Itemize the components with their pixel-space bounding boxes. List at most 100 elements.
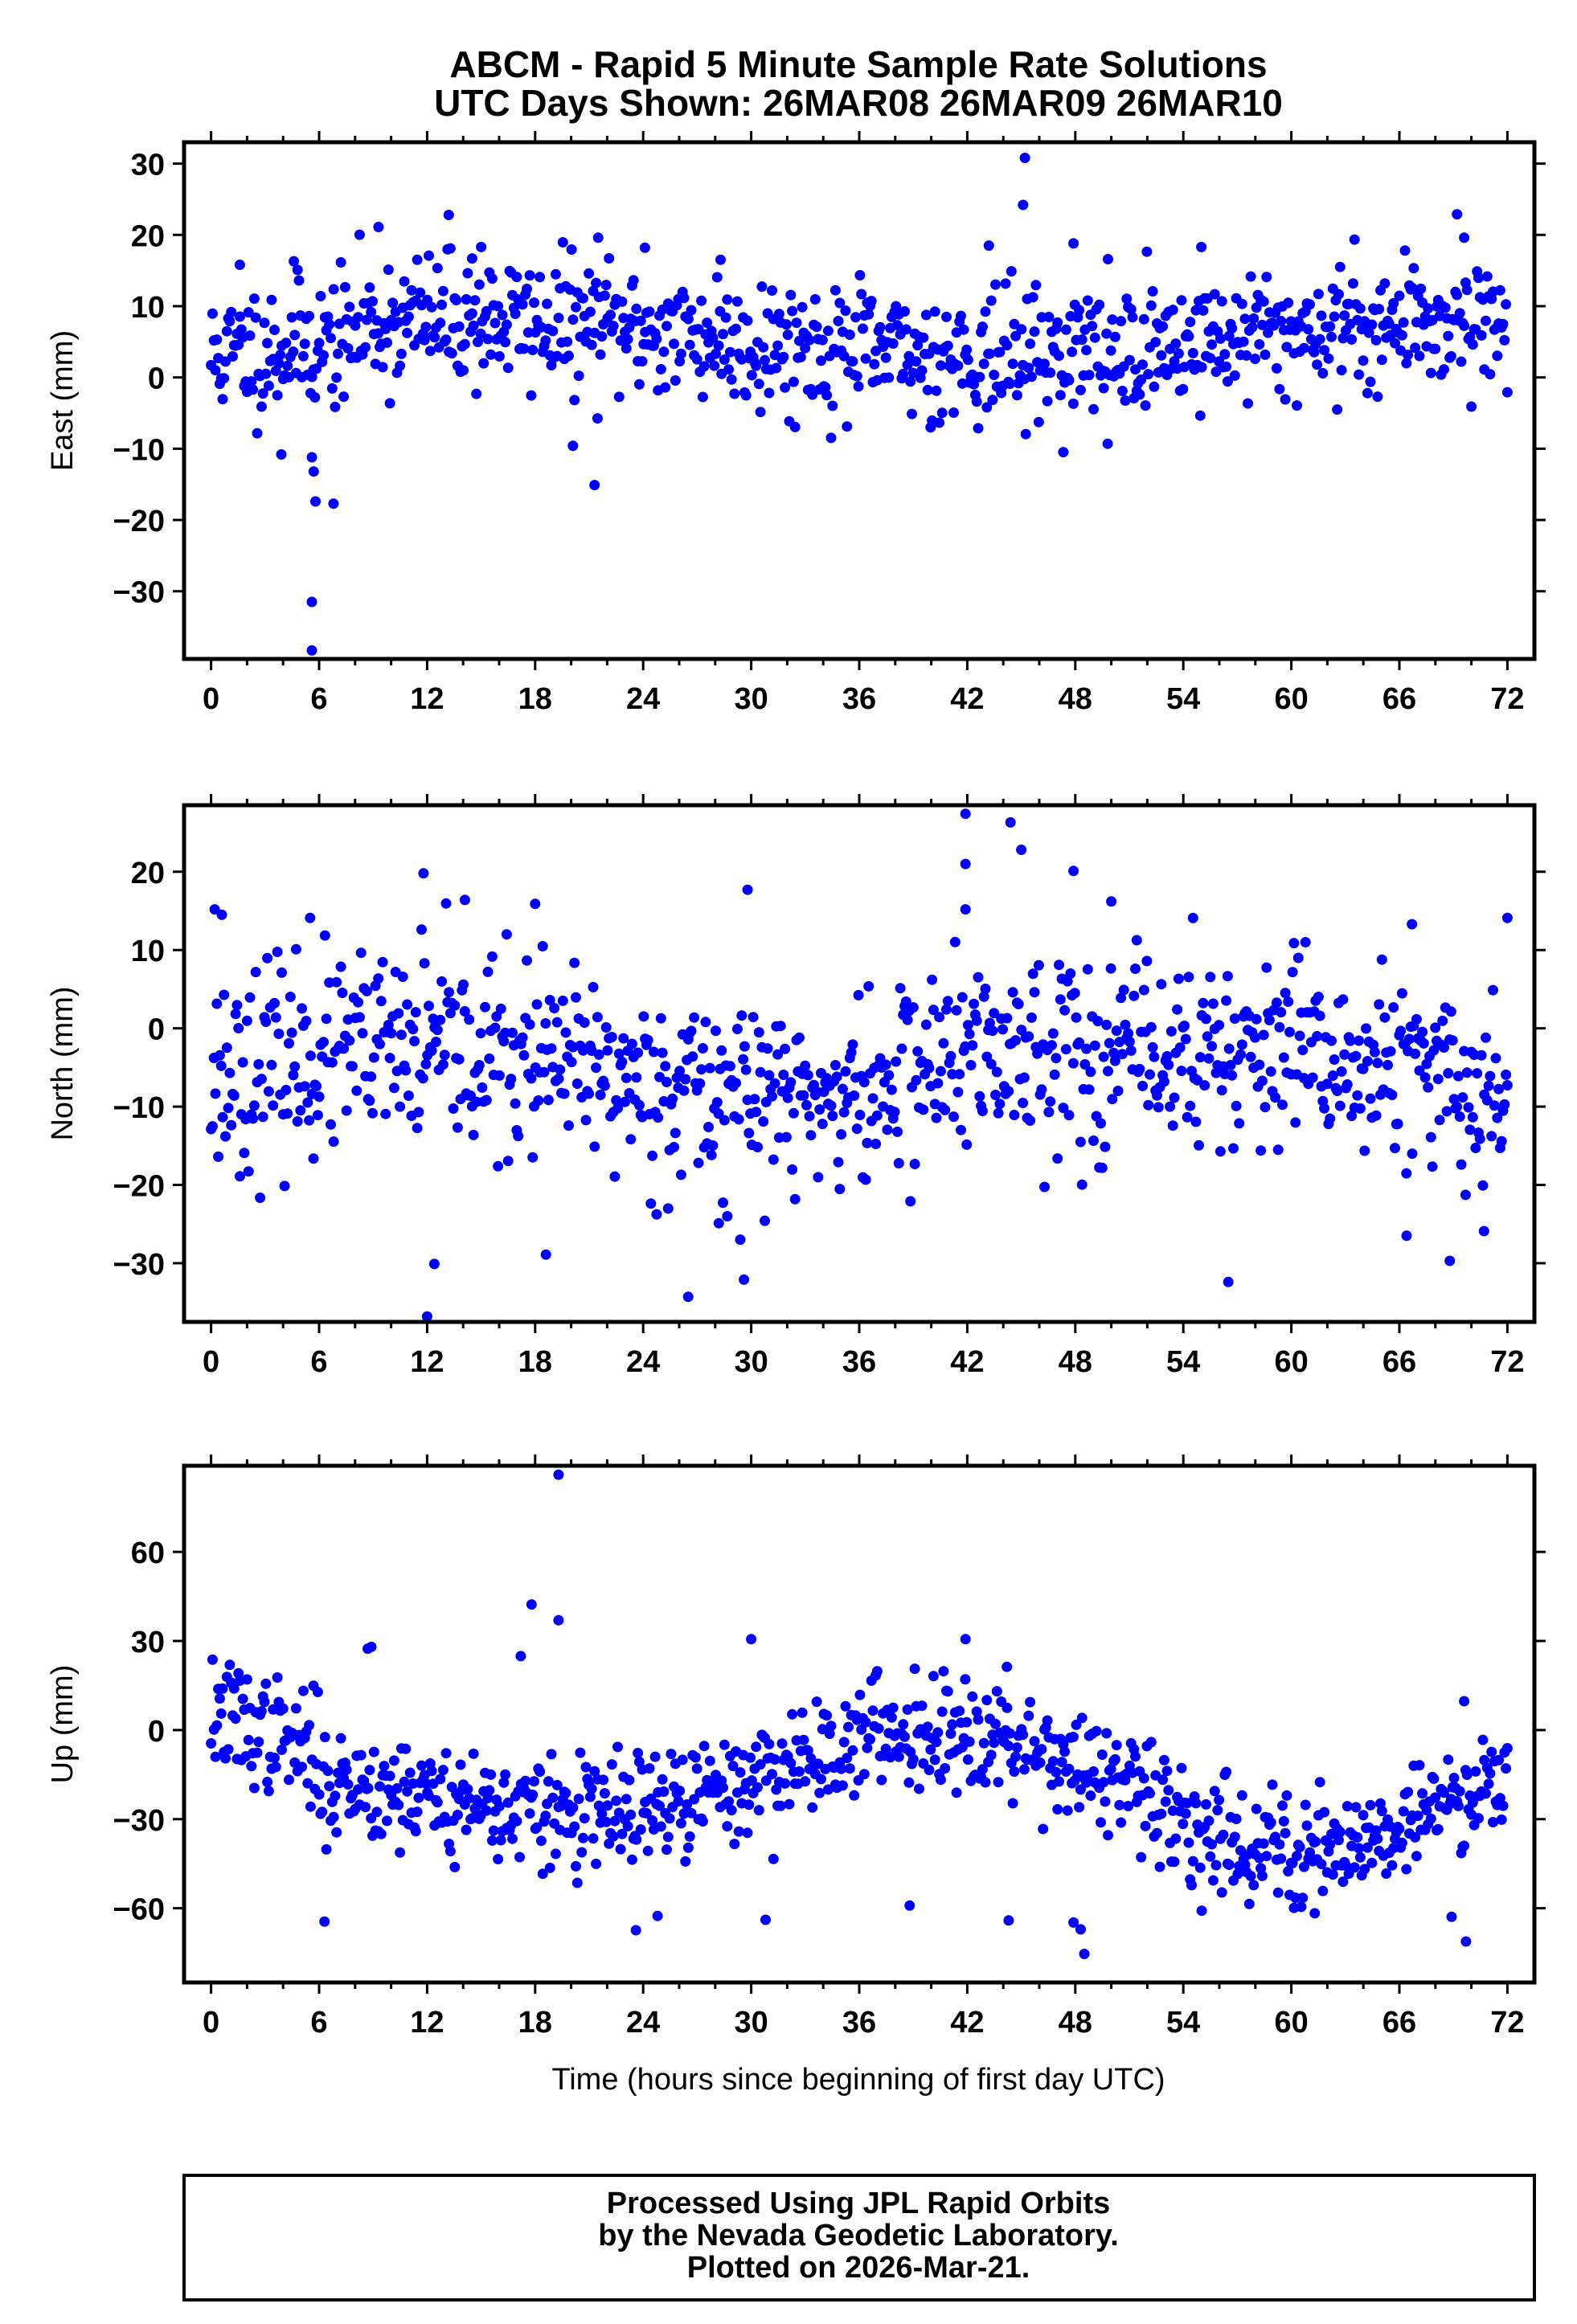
data-point	[633, 1748, 644, 1758]
data-point	[740, 390, 752, 401]
data-point	[589, 1141, 600, 1152]
data-point	[282, 360, 293, 371]
data-point	[856, 288, 867, 300]
y-axis-label-north: North (mm)	[46, 986, 80, 1140]
data-point	[907, 1753, 919, 1765]
data-point	[382, 1815, 392, 1827]
data-point	[1109, 331, 1120, 342]
data-point	[485, 349, 497, 360]
data-point	[553, 1074, 564, 1084]
data-point	[1388, 1002, 1399, 1013]
data-point	[909, 1159, 920, 1169]
data-point	[1206, 339, 1218, 350]
data-point	[1067, 346, 1078, 358]
data-point	[993, 1777, 1004, 1788]
data-point	[547, 325, 559, 337]
data-point	[1501, 1080, 1513, 1090]
data-point	[535, 1766, 546, 1778]
data-point-outlier	[715, 254, 726, 265]
data-point	[285, 992, 296, 1002]
data-point	[1149, 1051, 1160, 1062]
data-point-outlier	[526, 1599, 537, 1610]
data-point	[1337, 994, 1349, 1005]
data-point	[847, 1039, 858, 1050]
data-point	[893, 1751, 904, 1762]
data-point	[829, 1060, 841, 1070]
data-point	[354, 1012, 365, 1023]
data-point	[1169, 1092, 1180, 1103]
data-point	[987, 395, 998, 406]
data-point	[1327, 1070, 1338, 1081]
data-point	[543, 1094, 554, 1106]
data-point	[259, 1696, 270, 1708]
x-tick-label: 60	[1274, 682, 1308, 716]
data-point	[563, 1120, 574, 1131]
data-point	[769, 1078, 780, 1089]
data-point-outlier	[276, 449, 287, 460]
data-point	[1399, 245, 1411, 256]
data-point	[502, 1797, 514, 1808]
data-point	[535, 272, 546, 283]
data-point	[1145, 1069, 1155, 1080]
data-point	[458, 979, 469, 990]
data-point	[1276, 1007, 1287, 1018]
data-point	[1270, 1092, 1281, 1103]
data-point-outlier	[209, 904, 220, 915]
data-point	[282, 1108, 293, 1119]
data-point	[880, 1059, 891, 1070]
data-point	[899, 306, 910, 317]
data-point	[736, 1010, 748, 1021]
data-point	[486, 1835, 498, 1846]
data-point	[1430, 343, 1441, 354]
data-point	[723, 1796, 735, 1807]
data-point	[613, 391, 625, 403]
data-point	[403, 1090, 414, 1101]
data-point	[1350, 1050, 1362, 1062]
data-point	[1241, 350, 1252, 361]
data-point	[697, 1816, 708, 1827]
data-point	[337, 988, 348, 998]
data-point	[954, 1069, 965, 1080]
data-point	[916, 1700, 928, 1712]
x-tick-label: 66	[1382, 682, 1416, 716]
data-point	[645, 1198, 657, 1209]
data-point	[980, 1777, 991, 1788]
data-point	[673, 1796, 684, 1806]
data-point	[942, 340, 953, 351]
data-point	[1039, 358, 1050, 370]
data-point	[217, 1683, 228, 1694]
data-point	[580, 1761, 592, 1773]
data-point	[1201, 1013, 1211, 1025]
data-point	[809, 294, 821, 305]
data-point	[498, 1036, 510, 1047]
data-point	[1396, 329, 1407, 341]
data-point	[281, 1084, 292, 1095]
data-point-outlier	[540, 1249, 551, 1260]
data-point	[1120, 1019, 1131, 1030]
data-point	[964, 1736, 975, 1747]
data-point	[1496, 1135, 1507, 1147]
data-point	[862, 1137, 873, 1148]
data-point	[1003, 1086, 1014, 1097]
data-point	[1336, 365, 1347, 376]
data-point	[1492, 350, 1503, 362]
data-point	[1283, 996, 1294, 1007]
data-point	[227, 351, 238, 362]
data-point	[302, 1097, 313, 1108]
data-point	[991, 1686, 1002, 1697]
data-point-outlier	[1068, 238, 1079, 249]
data-point	[621, 1794, 632, 1805]
data-point	[275, 350, 286, 361]
data-point	[1076, 1712, 1088, 1724]
data-point	[217, 394, 228, 405]
data-point	[1280, 988, 1291, 999]
data-point	[789, 1193, 801, 1205]
data-point-outlier	[310, 496, 321, 507]
data-point	[833, 1156, 844, 1168]
data-point	[486, 273, 498, 284]
data-point	[1236, 1039, 1247, 1050]
data-point	[1010, 330, 1022, 342]
data-point	[620, 1096, 630, 1107]
data-point	[631, 1834, 642, 1845]
data-point	[1125, 1045, 1137, 1056]
